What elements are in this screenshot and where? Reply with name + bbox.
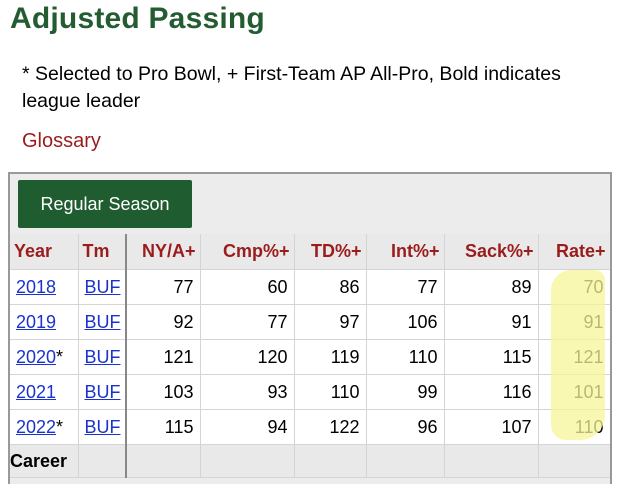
page-title: Adjusted Passing bbox=[10, 2, 265, 35]
team-cell: BUF bbox=[78, 269, 127, 305]
team-link[interactable]: BUF bbox=[84, 416, 121, 437]
cmp-cell: 120 bbox=[200, 339, 295, 375]
year-cell: 2021 bbox=[10, 374, 79, 410]
table-row: 2022* BUF 115 94 122 96 107 110 bbox=[10, 409, 610, 445]
year-cell: 2020* bbox=[10, 339, 79, 375]
career-cell bbox=[538, 444, 610, 478]
nya-cell: 115 bbox=[126, 409, 201, 445]
sack-cell: 91 bbox=[444, 304, 539, 340]
td-cell: 97 bbox=[294, 304, 367, 340]
sack-cell: 89 bbox=[444, 269, 539, 305]
nya-cell: 103 bbox=[126, 374, 201, 410]
career-cell bbox=[366, 444, 445, 478]
career-row: Career bbox=[10, 444, 610, 478]
int-cell: 77 bbox=[366, 269, 445, 305]
team-cell: BUF bbox=[78, 304, 127, 340]
sack-cell: 116 bbox=[444, 374, 539, 410]
int-cell: 106 bbox=[366, 304, 445, 340]
int-cell: 99 bbox=[366, 374, 445, 410]
honor-mark: * bbox=[56, 346, 64, 367]
header-int-pct-plus[interactable]: Int%+ bbox=[366, 234, 445, 270]
career-team-cell bbox=[78, 444, 127, 478]
year-link[interactable]: 2018 bbox=[16, 276, 57, 297]
year-link[interactable]: 2022 bbox=[16, 416, 57, 437]
year-cell: 2022* bbox=[10, 409, 79, 445]
rate-cell: 121 bbox=[538, 339, 610, 375]
team-cell: BUF bbox=[78, 339, 127, 375]
stats-table-container: Regular Season Year Tm NY/A+ Cmp%+ TD%+ … bbox=[8, 172, 612, 484]
table-row: 2020* BUF 121 120 119 110 115 121 bbox=[10, 339, 610, 375]
nya-cell: 77 bbox=[126, 269, 201, 305]
team-link[interactable]: BUF bbox=[84, 346, 121, 367]
rate-cell: 110 bbox=[538, 409, 610, 445]
int-cell: 110 bbox=[366, 339, 445, 375]
career-label: Career bbox=[10, 444, 79, 478]
sack-cell: 107 bbox=[444, 409, 539, 445]
header-rate-plus[interactable]: Rate+ bbox=[538, 234, 610, 270]
team-link[interactable]: BUF bbox=[84, 311, 121, 332]
rate-cell: 101 bbox=[538, 374, 610, 410]
adjusted-passing-table: Year Tm NY/A+ Cmp%+ TD%+ Int%+ Sack%+ Ra… bbox=[10, 234, 610, 478]
sack-cell: 115 bbox=[444, 339, 539, 375]
td-cell: 86 bbox=[294, 269, 367, 305]
int-cell: 96 bbox=[366, 409, 445, 445]
honor-mark: * bbox=[56, 416, 64, 437]
career-cell bbox=[126, 444, 201, 478]
cmp-cell: 93 bbox=[200, 374, 295, 410]
regular-season-tab[interactable]: Regular Season bbox=[18, 180, 192, 228]
table-row: 2018 BUF 77 60 86 77 89 70 bbox=[10, 269, 610, 305]
rate-cell: 70 bbox=[538, 269, 610, 305]
legend-note: * Selected to Pro Bowl, + First-Team AP … bbox=[22, 63, 561, 112]
nya-cell: 121 bbox=[126, 339, 201, 375]
year-cell: 2018 bbox=[10, 269, 79, 305]
career-cell bbox=[294, 444, 367, 478]
team-cell: BUF bbox=[78, 374, 127, 410]
year-link[interactable]: 2021 bbox=[16, 381, 57, 402]
nya-cell: 92 bbox=[126, 304, 201, 340]
table-row: 2021 BUF 103 93 110 99 116 101 bbox=[10, 374, 610, 410]
team-link[interactable]: BUF bbox=[84, 276, 121, 297]
glossary-link[interactable]: Glossary bbox=[22, 130, 101, 152]
cmp-cell: 94 bbox=[200, 409, 295, 445]
cmp-cell: 77 bbox=[200, 304, 295, 340]
rate-cell: 91 bbox=[538, 304, 610, 340]
header-cmp-pct-plus[interactable]: Cmp%+ bbox=[200, 234, 295, 270]
header-nya-plus[interactable]: NY/A+ bbox=[126, 234, 201, 270]
header-team[interactable]: Tm bbox=[78, 234, 127, 270]
team-cell: BUF bbox=[78, 409, 127, 445]
career-cell bbox=[444, 444, 539, 478]
table-row: 2019 BUF 92 77 97 106 91 91 bbox=[10, 304, 610, 340]
td-cell: 119 bbox=[294, 339, 367, 375]
cmp-cell: 60 bbox=[200, 269, 295, 305]
table-header-row: Year Tm NY/A+ Cmp%+ TD%+ Int%+ Sack%+ Ra… bbox=[10, 234, 610, 270]
year-cell: 2019 bbox=[10, 304, 79, 340]
career-cell bbox=[200, 444, 295, 478]
td-cell: 122 bbox=[294, 409, 367, 445]
year-link[interactable]: 2019 bbox=[16, 311, 57, 332]
header-td-pct-plus[interactable]: TD%+ bbox=[294, 234, 367, 270]
td-cell: 110 bbox=[294, 374, 367, 410]
header-sack-pct-plus[interactable]: Sack%+ bbox=[444, 234, 539, 270]
year-link[interactable]: 2020 bbox=[16, 346, 57, 367]
header-year[interactable]: Year bbox=[10, 234, 79, 270]
team-link[interactable]: BUF bbox=[84, 381, 121, 402]
